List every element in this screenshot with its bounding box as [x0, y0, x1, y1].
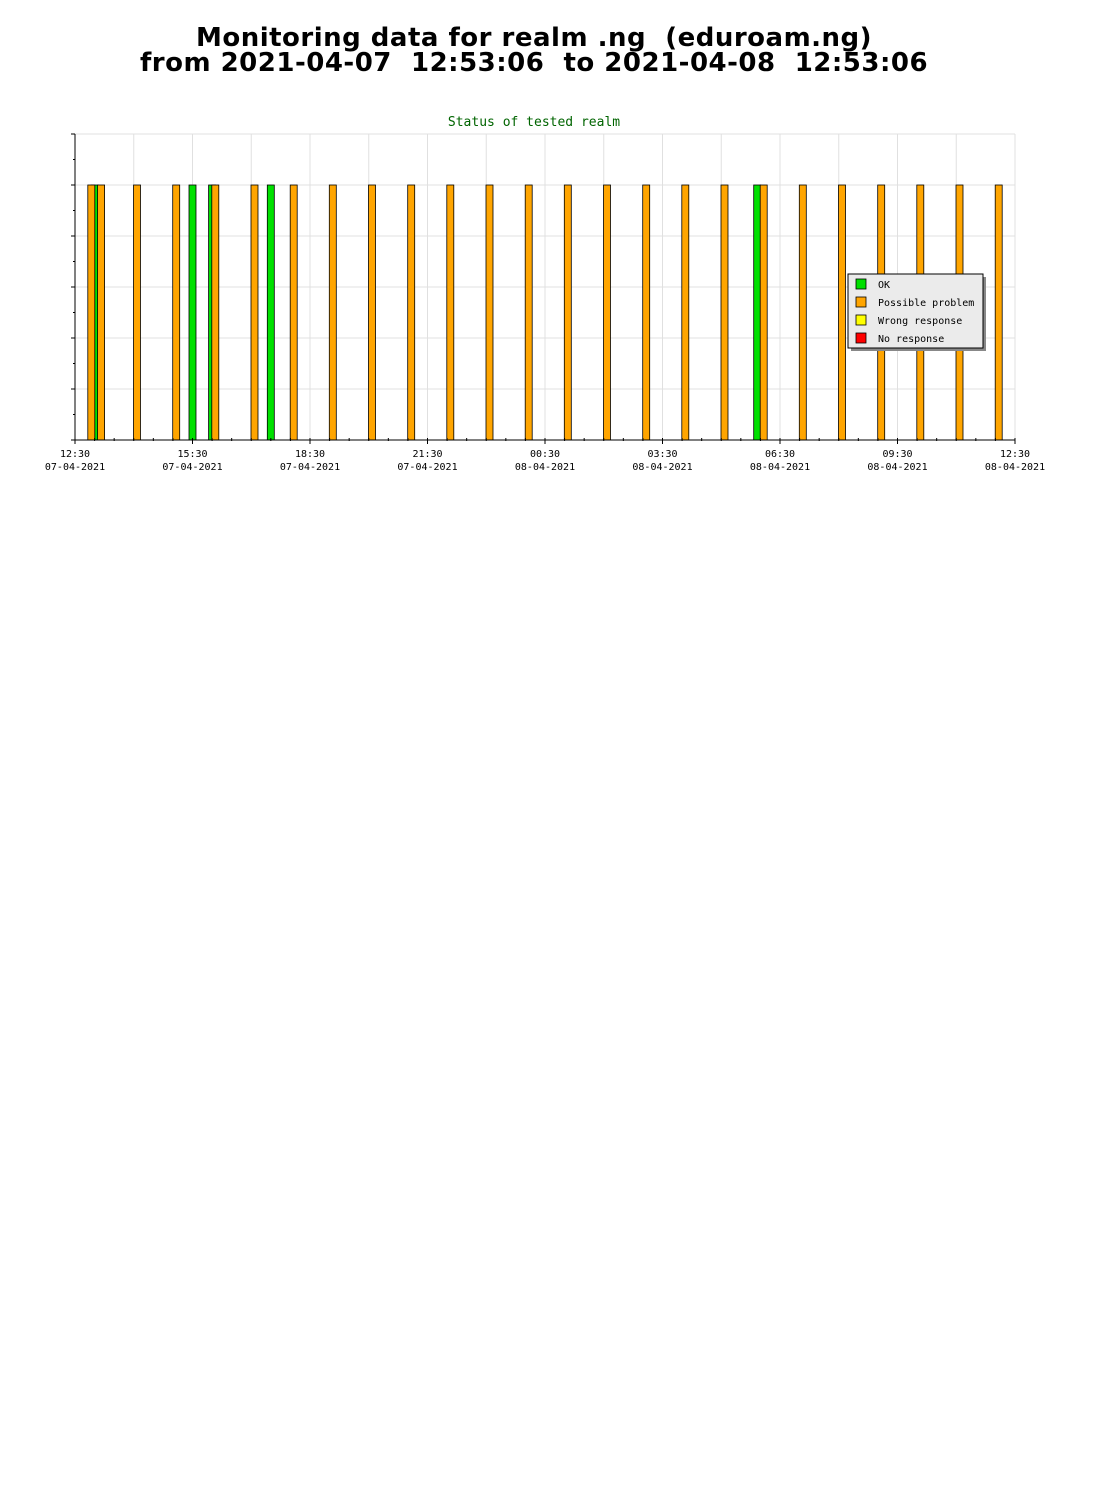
x-tick-label-time: 15:30	[177, 449, 207, 460]
x-tick-label-date: 07-04-2021	[280, 462, 340, 473]
legend-box	[847, 273, 984, 349]
chart-title: Status of tested realm	[448, 115, 620, 130]
bar-possible-problem	[97, 184, 105, 441]
x-tick-label-time: 12:30	[1000, 449, 1030, 460]
bar-possible-problem	[720, 184, 729, 441]
x-tick-label-date: 07-04-2021	[45, 462, 105, 473]
bar-possible-problem	[250, 184, 259, 441]
bar-ok	[753, 184, 762, 441]
legend-swatch	[855, 314, 867, 326]
bar-possible-problem	[446, 184, 455, 441]
bar-ok	[188, 184, 197, 441]
bar-possible-problem	[133, 184, 141, 441]
bar-possible-problem	[407, 184, 416, 441]
bar-possible-problem	[759, 184, 768, 441]
bar-possible-problem	[211, 184, 220, 441]
page-title-line-1: Monitoring data for realm .ng (eduroam.n…	[195, 23, 873, 53]
legend-label: No response	[878, 334, 944, 345]
legend-label: OK	[878, 280, 890, 291]
chart-axes: 12:30 07-04-2021 15:30 07-04-2021 18:30 07-04…	[45, 133, 1045, 473]
bar-possible-problem	[368, 184, 376, 441]
bar-possible-problem	[681, 184, 690, 441]
bar-possible-problem	[328, 184, 337, 441]
bar-possible-problem	[87, 184, 96, 441]
x-tick-label-date: 08-04-2021	[750, 462, 810, 473]
x-tick-label-time: 03:30	[647, 449, 677, 460]
bar-possible-problem	[563, 184, 572, 441]
legend-swatch	[855, 296, 867, 308]
bar-possible-problem	[994, 184, 1003, 441]
legend-swatch	[855, 332, 867, 344]
x-tick-label-time: 21:30	[412, 449, 442, 460]
legend-swatch	[855, 278, 867, 290]
x-tick-label-date: 08-04-2021	[985, 462, 1045, 473]
x-tick-label-time: 06:30	[765, 449, 795, 460]
bar-possible-problem	[838, 184, 846, 441]
bar-ok	[266, 184, 275, 441]
x-tick-label-time: 00:30	[530, 449, 560, 460]
x-tick-label-date: 07-04-2021	[162, 462, 222, 473]
chart-legend: OK Possible problem Wrong response No respo…	[847, 273, 986, 351]
legend-label: Possible problem	[878, 298, 974, 309]
bar-possible-problem	[603, 184, 611, 441]
x-tick-label-date: 08-04-2021	[515, 462, 575, 473]
x-tick-label-date: 07-04-2021	[397, 462, 457, 473]
status-chart: Status of tested realm 12:30 07-04-2021 15…	[45, 115, 1045, 473]
bar-possible-problem	[485, 184, 494, 441]
legend-label: Wrong response	[878, 316, 962, 327]
bar-possible-problem	[524, 184, 533, 441]
bar-possible-problem	[642, 184, 651, 441]
x-tick-label-date: 08-04-2021	[632, 462, 692, 473]
page-title: Monitoring data for realm .ng (eduroam.n…	[0, 23, 1068, 78]
x-tick-label-date: 08-04-2021	[867, 462, 927, 473]
page-title-line-2: from 2021-04-07 12:53:06 to 2021-04-08 1…	[139, 48, 929, 78]
x-tick-label-time: 12:30	[60, 449, 90, 460]
bar-possible-problem	[798, 184, 807, 441]
bar-possible-problem	[289, 184, 298, 441]
bar-possible-problem	[172, 184, 181, 441]
x-tick-label-time: 09:30	[882, 449, 912, 460]
x-tick-label-time: 18:30	[295, 449, 325, 460]
